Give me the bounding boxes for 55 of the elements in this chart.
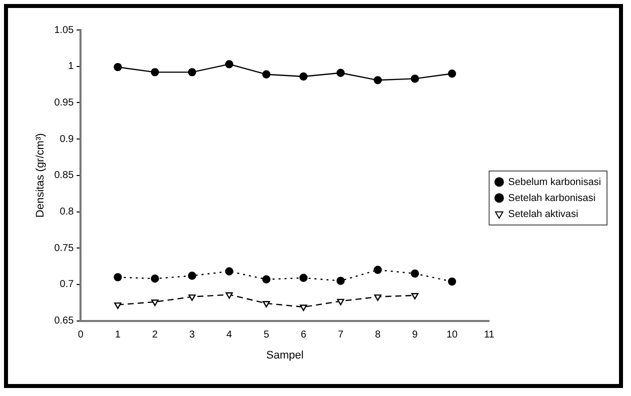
x-tick-label: 6 (300, 330, 307, 341)
point (411, 293, 419, 300)
y-tick-label: 0.95 (54, 97, 74, 108)
point (262, 301, 270, 308)
y-tick-label: 0.75 (54, 242, 74, 254)
y-tick-label: 1 (68, 61, 74, 72)
y-tick-label: 0.65 (54, 316, 74, 327)
point (188, 68, 196, 76)
point (262, 70, 270, 78)
y-tick-label: 1.05 (54, 24, 74, 36)
x-tick-label: 10 (446, 330, 458, 341)
point (262, 275, 270, 284)
x-tick-label: 11 (484, 330, 495, 341)
point (114, 273, 122, 282)
point (336, 298, 344, 306)
point (150, 68, 160, 76)
x-tick-label: 0 (78, 330, 84, 341)
y-tick-label: 0.8 (60, 206, 74, 218)
point (336, 68, 345, 77)
x-tick-label: 7 (338, 330, 344, 341)
point (300, 304, 308, 312)
x-tick-label: 8 (374, 330, 381, 341)
point (299, 274, 308, 282)
point (188, 272, 196, 280)
x-tick-label: 1 (115, 330, 122, 341)
point (114, 62, 122, 72)
legend-label: Sebelum karbonisasi (508, 176, 601, 188)
point (448, 70, 456, 78)
point (226, 292, 233, 299)
legend-label: Setelah karbonisasi (508, 192, 596, 204)
point (374, 76, 382, 84)
y-tick-label: 0.7 (60, 279, 74, 290)
x-tick-label: 3 (189, 330, 196, 341)
point (188, 294, 196, 301)
x-tick-label: 2 (152, 330, 158, 341)
x-tick-label: 9 (412, 330, 418, 341)
legend-label: Setelah aktivasi (508, 208, 578, 220)
point (151, 300, 159, 306)
y-tick-label: 0.9 (60, 134, 74, 145)
y-tick-label: 0.85 (54, 170, 74, 182)
x-tick-label: 4 (226, 330, 232, 341)
y-axis-title: Densitas (gr/cm³) (34, 133, 47, 218)
point (410, 269, 419, 278)
point (114, 302, 122, 309)
point (225, 60, 234, 68)
point (374, 266, 382, 274)
point (374, 294, 382, 301)
point (448, 277, 456, 286)
point (336, 276, 345, 285)
point (150, 274, 160, 283)
point (299, 72, 308, 81)
point (410, 74, 419, 83)
x-axis-title: Sampel (266, 349, 304, 362)
point (225, 267, 234, 276)
x-tick-label: 5 (264, 330, 270, 341)
